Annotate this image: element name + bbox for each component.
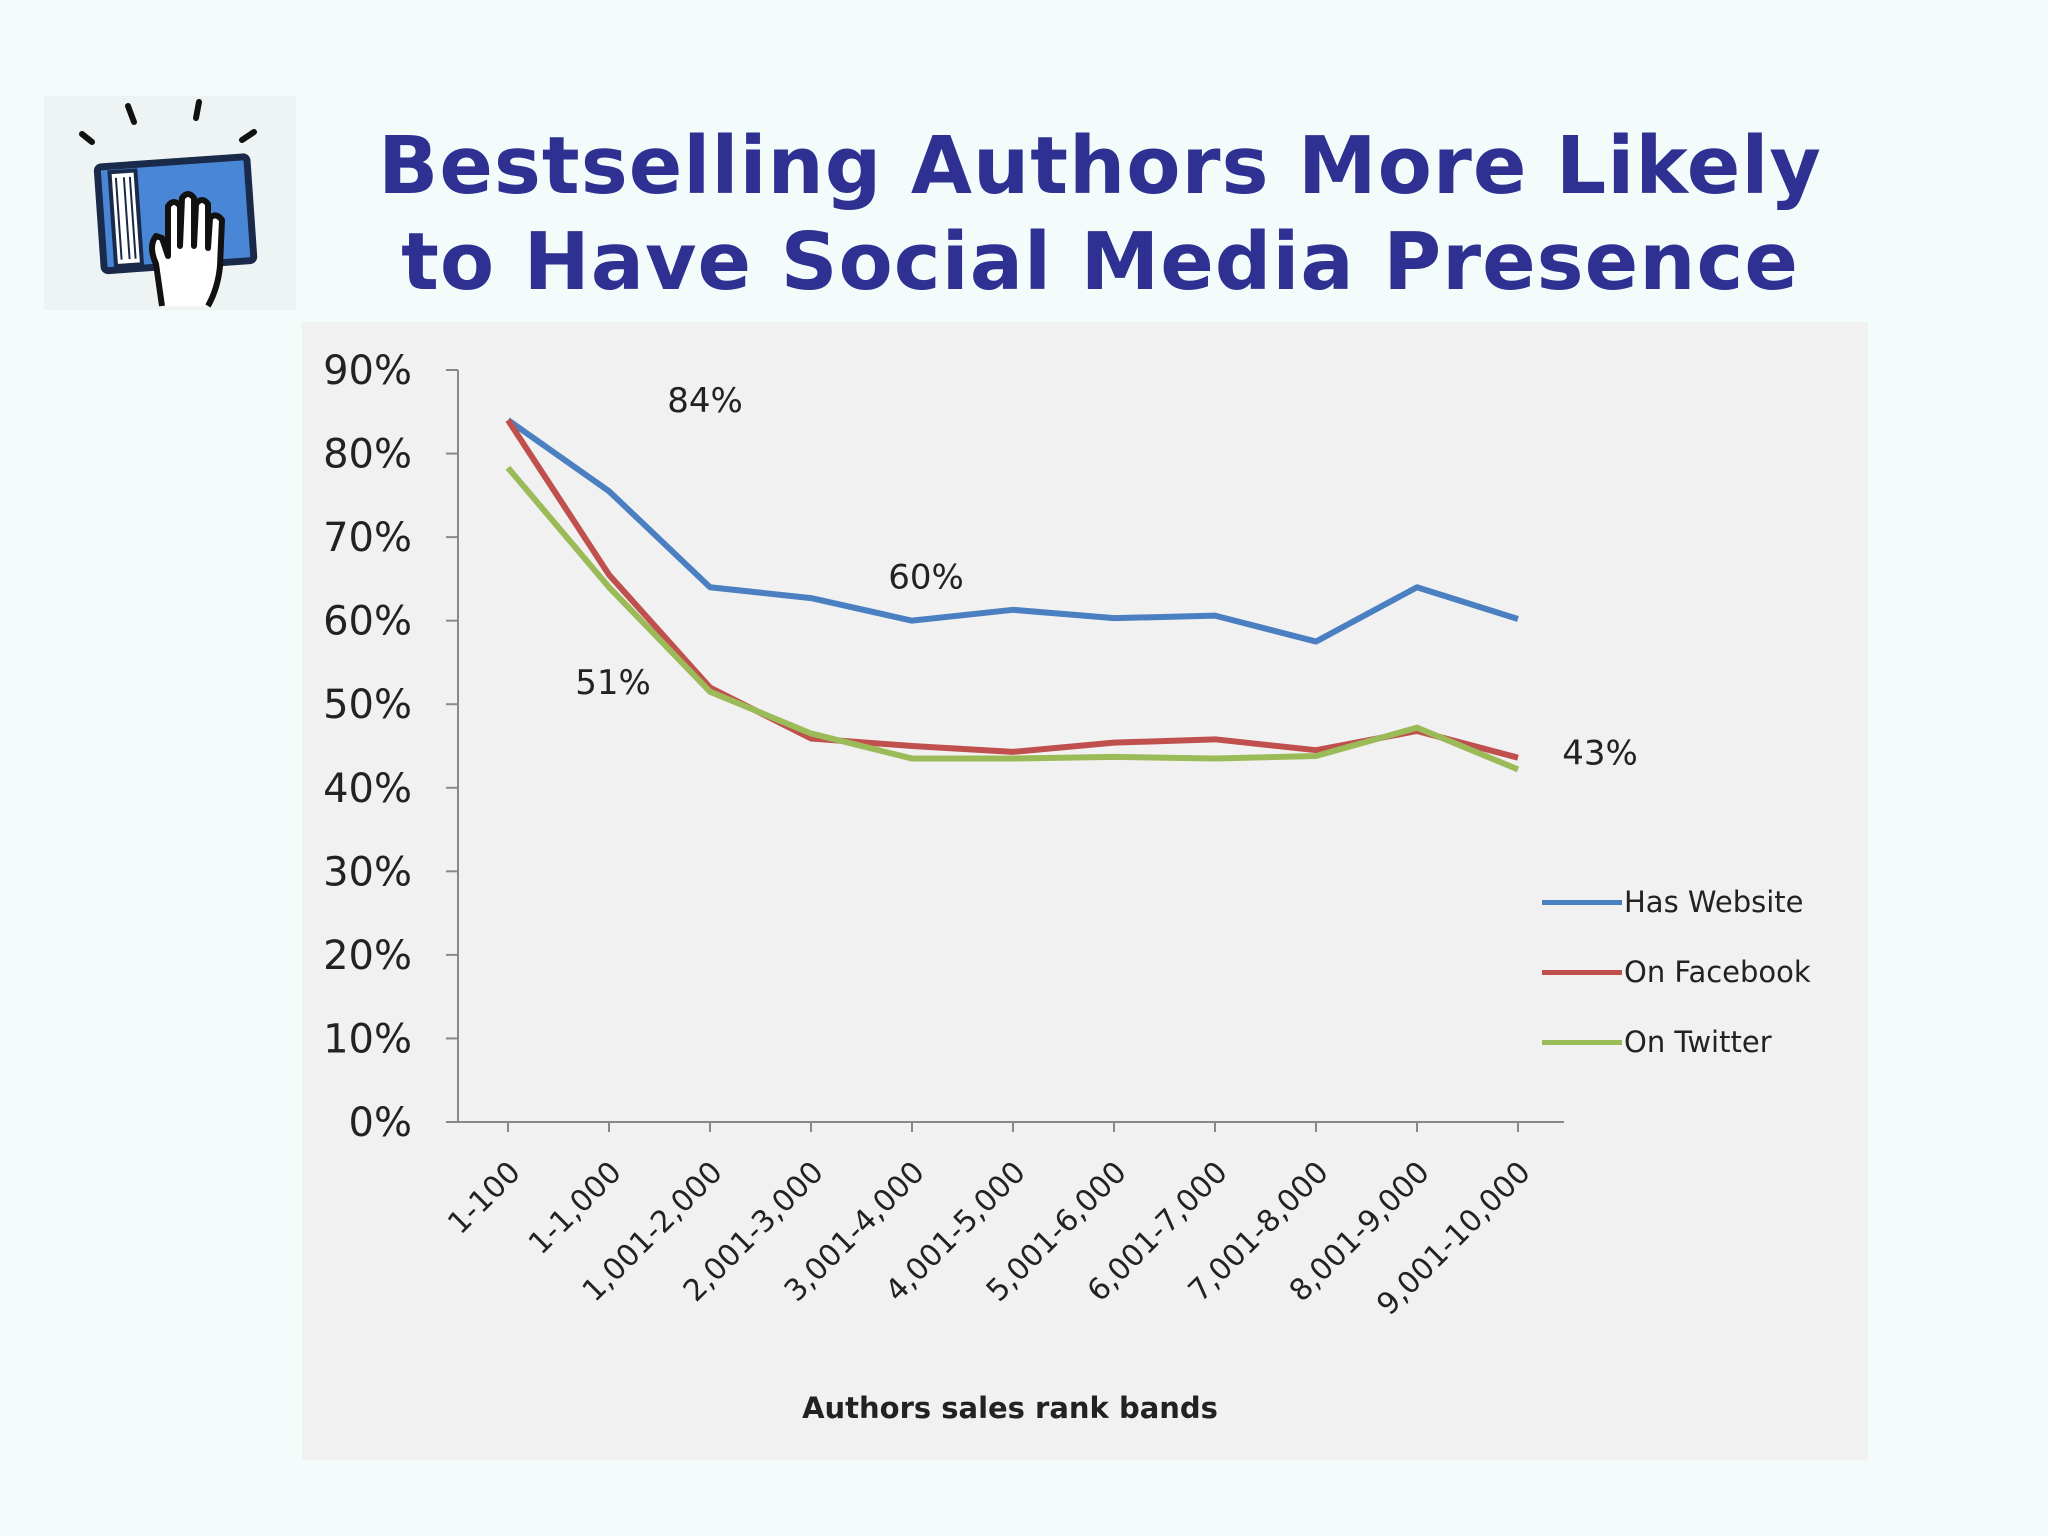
legend-item: On Facebook <box>1542 952 1862 992</box>
book-hand-icon <box>79 99 258 308</box>
title-line-2: to Have Social Media Presence <box>401 216 1799 308</box>
series-line-has-website <box>506 417 1519 645</box>
logo <box>44 96 296 310</box>
x-tick-label: 1-100 <box>441 1155 527 1241</box>
slide-title: Bestselling Authors More Likely to Have … <box>320 118 1880 310</box>
x-axis-label: Authors sales rank bands <box>802 1391 1218 1425</box>
legend-label: On Facebook <box>1624 955 1811 989</box>
chart-panel: 0% 10% 20% 30% 40% 50% 60% 70% 80% 90% 1-100 1-1,0… <box>302 322 1868 1460</box>
y-tick-label: 70% <box>323 515 412 561</box>
y-tick-label: 50% <box>323 682 412 728</box>
y-tick-label: 10% <box>323 1016 412 1062</box>
title-line-1: Bestselling Authors More Likely <box>378 120 1822 212</box>
y-tick-label: 80% <box>323 432 412 478</box>
x-tick-label: 1-1,000 <box>522 1155 629 1262</box>
y-tick-label: 0% <box>349 1100 412 1146</box>
y-tick-label: 60% <box>323 599 412 645</box>
data-annotation: 43% <box>1562 734 1638 774</box>
y-tick-label: 40% <box>323 766 412 812</box>
legend-swatch <box>1542 1039 1622 1045</box>
data-annotation: 84% <box>667 381 743 421</box>
legend-label: Has Website <box>1624 885 1804 919</box>
y-tick-label: 30% <box>323 849 412 895</box>
legend-item: On Twitter <box>1542 1022 1862 1062</box>
legend-label: On Twitter <box>1624 1025 1772 1059</box>
legend-swatch <box>1542 899 1622 905</box>
legend-swatch <box>1542 969 1622 975</box>
y-tick-label: 20% <box>323 933 412 979</box>
line-chart: 0% 10% 20% 30% 40% 50% 60% 70% 80% 90% 1-1001-1,0… <box>323 348 1638 1425</box>
data-annotation: 60% <box>888 558 964 598</box>
series-line-on-twitter <box>505 465 1520 773</box>
data-annotation: 51% <box>575 663 651 703</box>
y-tick-label: 90% <box>323 348 412 394</box>
series-line-on-facebook <box>505 418 1519 761</box>
legend-item: Has Website <box>1542 882 1862 922</box>
